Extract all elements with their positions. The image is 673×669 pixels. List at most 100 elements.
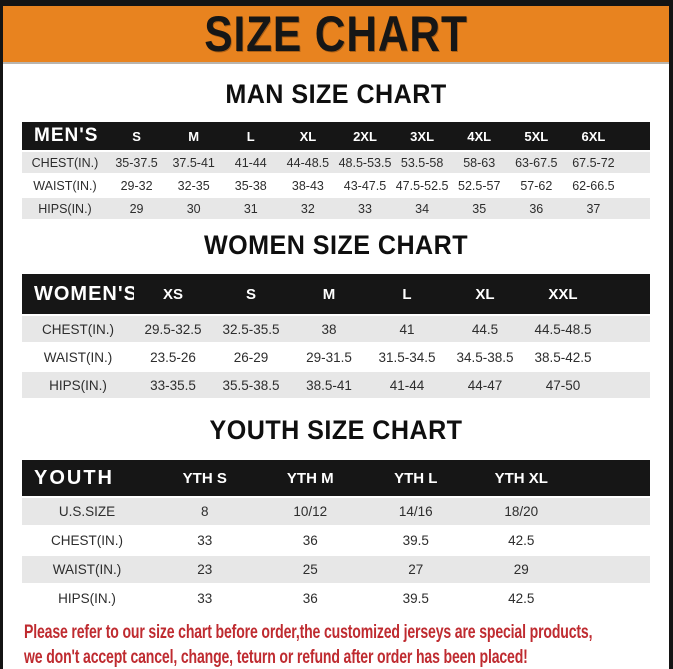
- size-value-cell: 35.5-38.5: [212, 372, 290, 398]
- size-value-cell: 41-44: [368, 372, 446, 398]
- size-value-cell: 44.5-48.5: [524, 316, 602, 342]
- size-value-cell: 48.5-53.5: [336, 152, 394, 173]
- size-value-cell: 39.5: [363, 527, 469, 554]
- size-value-cell: 38.5-41: [290, 372, 368, 398]
- size-value-cell: 33: [336, 198, 394, 219]
- size-chart-banner: SIZE CHART: [3, 6, 669, 64]
- size-value-cell: 32: [279, 198, 337, 219]
- size-value-cell: 53.5-58: [393, 152, 451, 173]
- size-col-header: S: [212, 274, 290, 314]
- size-col-header: L: [222, 122, 280, 150]
- measure-row-label: HIPS(IN.): [22, 585, 152, 612]
- row-filler: [602, 344, 650, 370]
- size-value-cell: 44-47: [446, 372, 524, 398]
- size-value-cell: 41: [368, 316, 446, 342]
- measure-row-label: HIPS(IN.): [22, 372, 134, 398]
- size-table-row: WAIST(IN.) 23 25 27 29: [22, 556, 650, 583]
- women-size-table: WOMEN'S XS S M L XL XXL CHEST(IN.) 29.5-32.5 32.5…: [22, 272, 650, 400]
- size-col-header: 5XL: [507, 122, 565, 150]
- size-value-cell: 35: [450, 198, 508, 219]
- size-value-cell: 47-50: [524, 372, 602, 398]
- size-col-header: YTH XL: [468, 460, 574, 496]
- size-table-row: CHEST(IN.) 35-37.5 37.5-41 41-44 44-48.5 48.5…: [22, 152, 650, 173]
- disclaimer-line-1: Please refer to our size chart before or…: [24, 622, 593, 643]
- youth-section-title: YOUTH SIZE CHART: [209, 415, 463, 445]
- size-value-cell: 41-44: [222, 152, 280, 173]
- table-title-cell: MEN'S: [22, 122, 108, 150]
- size-col-header: XXL: [524, 274, 602, 314]
- header-filler: [574, 460, 650, 496]
- size-value-cell: 63-67.5: [507, 152, 565, 173]
- row-filler: [574, 527, 650, 554]
- size-table-row: WAIST(IN.) 29-32 32-35 35-38 38-43 43-47.5 47.…: [22, 175, 650, 196]
- size-value-cell: 44-48.5: [279, 152, 337, 173]
- size-value-cell: 58-63: [450, 152, 508, 173]
- size-col-header: YTH M: [257, 460, 363, 496]
- size-table-row: CHEST(IN.) 29.5-32.5 32.5-35.5 38 41 44.5 44.5…: [22, 316, 650, 342]
- size-value-cell: 29-31.5: [290, 344, 368, 370]
- size-value-cell: 36: [507, 198, 565, 219]
- size-value-cell: 39.5: [363, 585, 469, 612]
- size-col-header: S: [108, 122, 166, 150]
- size-value-cell: 38: [290, 316, 368, 342]
- size-value-cell: 29-32: [108, 175, 166, 196]
- measure-row-label: WAIST(IN.): [22, 556, 152, 583]
- size-value-cell: 43-47.5: [336, 175, 394, 196]
- size-value-cell: 35-37.5: [108, 152, 166, 173]
- size-table-header-row: MEN'S S M L XL 2XL 3XL 4XL 5XL 6XL: [22, 122, 650, 150]
- size-value-cell: 34.5-38.5: [446, 344, 524, 370]
- size-value-cell: 26-29: [212, 344, 290, 370]
- men-size-table: MEN'S S M L XL 2XL 3XL 4XL 5XL 6XL CHEST(IN.) 35-37…: [22, 120, 650, 221]
- row-filler: [621, 152, 650, 173]
- row-filler: [602, 372, 650, 398]
- size-value-cell: 62-66.5: [564, 175, 622, 196]
- size-table-row: CHEST(IN.) 33 36 39.5 42.5: [22, 527, 650, 554]
- size-col-header: XS: [134, 274, 212, 314]
- disclaimer-text: Please refer to our size chart before or…: [24, 620, 669, 669]
- header-filler: [602, 274, 650, 314]
- size-value-cell: 47.5-52.5: [393, 175, 451, 196]
- size-value-cell: 18/20: [468, 498, 574, 525]
- size-col-header: 4XL: [450, 122, 508, 150]
- size-value-cell: 36: [257, 527, 363, 554]
- size-col-header: 3XL: [393, 122, 451, 150]
- size-value-cell: 38-43: [279, 175, 337, 196]
- size-value-cell: 38.5-42.5: [524, 344, 602, 370]
- size-value-cell: 37.5-41: [165, 152, 223, 173]
- size-col-header: 6XL: [564, 122, 622, 150]
- measure-row-label: CHEST(IN.): [22, 152, 108, 173]
- size-value-cell: 57-62: [507, 175, 565, 196]
- measure-row-label: U.S.SIZE: [22, 498, 152, 525]
- table-title-cell: YOUTH: [22, 460, 152, 496]
- size-col-header: 2XL: [336, 122, 394, 150]
- size-value-cell: 23.5-26: [134, 344, 212, 370]
- size-col-header: XL: [279, 122, 337, 150]
- measure-row-label: HIPS(IN.): [22, 198, 108, 219]
- row-filler: [574, 585, 650, 612]
- size-value-cell: 23: [152, 556, 258, 583]
- size-value-cell: 31.5-34.5: [368, 344, 446, 370]
- size-value-cell: 36: [257, 585, 363, 612]
- size-value-cell: 42.5: [468, 527, 574, 554]
- size-col-header: M: [290, 274, 368, 314]
- size-col-header: L: [368, 274, 446, 314]
- size-value-cell: 44.5: [446, 316, 524, 342]
- row-filler: [621, 198, 650, 219]
- size-value-cell: 14/16: [363, 498, 469, 525]
- size-col-header: M: [165, 122, 223, 150]
- size-value-cell: 10/12: [257, 498, 363, 525]
- size-table-header-row: WOMEN'S XS S M L XL XXL: [22, 274, 650, 314]
- size-value-cell: 35-38: [222, 175, 280, 196]
- size-value-cell: 52.5-57: [450, 175, 508, 196]
- row-filler: [574, 556, 650, 583]
- disclaimer-line-2: we don't accept cancel, change, teturn o…: [24, 647, 528, 668]
- measure-row-label: WAIST(IN.): [22, 175, 108, 196]
- size-col-header: YTH S: [152, 460, 258, 496]
- size-value-cell: 30: [165, 198, 223, 219]
- measure-row-label: CHEST(IN.): [22, 527, 152, 554]
- size-value-cell: 32-35: [165, 175, 223, 196]
- size-value-cell: 31: [222, 198, 280, 219]
- table-title-cell: WOMEN'S: [22, 274, 134, 314]
- man-section-title: MAN SIZE CHART: [225, 79, 447, 109]
